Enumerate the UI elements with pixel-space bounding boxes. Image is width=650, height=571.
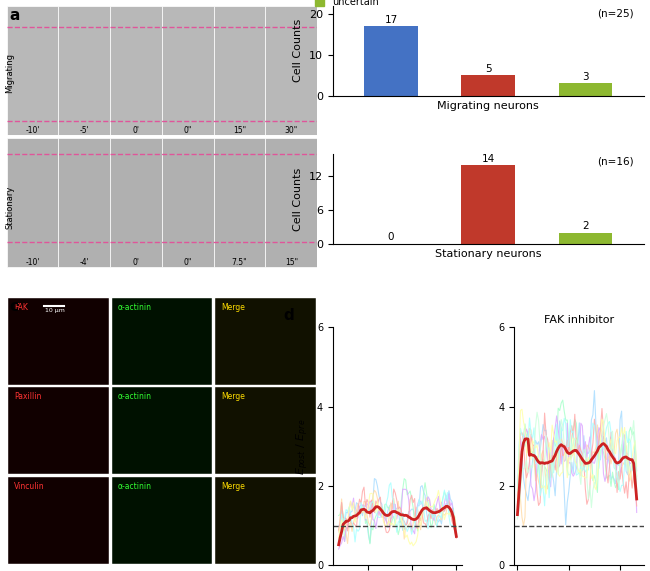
FancyBboxPatch shape — [58, 6, 110, 135]
Text: 3: 3 — [582, 72, 588, 82]
Text: (n=25): (n=25) — [597, 9, 634, 18]
Text: Merge: Merge — [222, 392, 245, 401]
Text: Paxillin: Paxillin — [14, 392, 42, 401]
Bar — [558, 232, 612, 244]
Text: 2: 2 — [582, 221, 588, 231]
FancyBboxPatch shape — [8, 477, 109, 564]
Text: FAK: FAK — [14, 303, 28, 312]
Bar — [462, 165, 515, 244]
Text: c: c — [10, 299, 19, 314]
Text: -4': -4' — [79, 258, 89, 267]
FancyBboxPatch shape — [215, 477, 316, 564]
FancyBboxPatch shape — [110, 6, 162, 135]
FancyBboxPatch shape — [8, 387, 109, 475]
Text: Vinculin: Vinculin — [14, 482, 45, 491]
Text: α-actinin: α-actinin — [118, 392, 152, 401]
Text: α-actinin: α-actinin — [118, 482, 152, 491]
Text: (n=16): (n=16) — [597, 156, 634, 167]
Bar — [462, 75, 515, 95]
Text: Migrating: Migrating — [5, 53, 14, 93]
Text: 15": 15" — [233, 126, 246, 135]
Bar — [365, 26, 418, 95]
X-axis label: Stationary neurons: Stationary neurons — [435, 250, 541, 259]
Text: -5': -5' — [79, 126, 89, 135]
Text: 17: 17 — [384, 15, 398, 25]
FancyBboxPatch shape — [215, 297, 316, 385]
Text: 0': 0' — [133, 258, 140, 267]
Text: Merge: Merge — [222, 303, 245, 312]
Text: a: a — [10, 9, 20, 23]
Text: 0": 0" — [183, 258, 192, 267]
FancyBboxPatch shape — [162, 6, 214, 135]
FancyBboxPatch shape — [265, 6, 317, 135]
Text: 0": 0" — [183, 126, 192, 135]
Text: 30": 30" — [285, 126, 298, 135]
Text: -10': -10' — [25, 258, 40, 267]
Text: 5: 5 — [485, 64, 491, 74]
Text: 15": 15" — [285, 258, 298, 267]
Text: 14: 14 — [482, 154, 495, 163]
FancyBboxPatch shape — [6, 138, 58, 267]
Legend: soma, growth cone, uncertain: soma, growth cone, uncertain — [313, 0, 395, 9]
Text: 0': 0' — [133, 126, 140, 135]
FancyBboxPatch shape — [58, 138, 110, 267]
Y-axis label: Cell Counts: Cell Counts — [293, 19, 304, 82]
FancyBboxPatch shape — [6, 6, 58, 135]
FancyBboxPatch shape — [110, 138, 162, 267]
X-axis label: Migrating neurons: Migrating neurons — [437, 101, 539, 111]
Text: 0: 0 — [388, 232, 395, 242]
FancyBboxPatch shape — [214, 6, 265, 135]
Bar — [558, 83, 612, 95]
Title: FAK inhibitor: FAK inhibitor — [543, 315, 614, 325]
FancyBboxPatch shape — [112, 477, 212, 564]
Text: d: d — [283, 308, 294, 323]
FancyBboxPatch shape — [265, 138, 317, 267]
Text: Merge: Merge — [222, 482, 245, 491]
Y-axis label: Cell Counts: Cell Counts — [293, 167, 304, 231]
FancyBboxPatch shape — [215, 387, 316, 475]
Text: Stationary: Stationary — [5, 186, 14, 229]
Y-axis label: $E_{post}$ / $E_{pre}$: $E_{post}$ / $E_{pre}$ — [295, 418, 311, 475]
FancyBboxPatch shape — [112, 387, 212, 475]
FancyBboxPatch shape — [162, 138, 214, 267]
Text: 10 μm: 10 μm — [45, 308, 64, 313]
FancyBboxPatch shape — [8, 297, 109, 385]
Text: α-actinin: α-actinin — [118, 303, 152, 312]
FancyBboxPatch shape — [112, 297, 212, 385]
Text: -10': -10' — [25, 126, 40, 135]
Text: 7.5": 7.5" — [232, 258, 248, 267]
FancyBboxPatch shape — [214, 138, 265, 267]
